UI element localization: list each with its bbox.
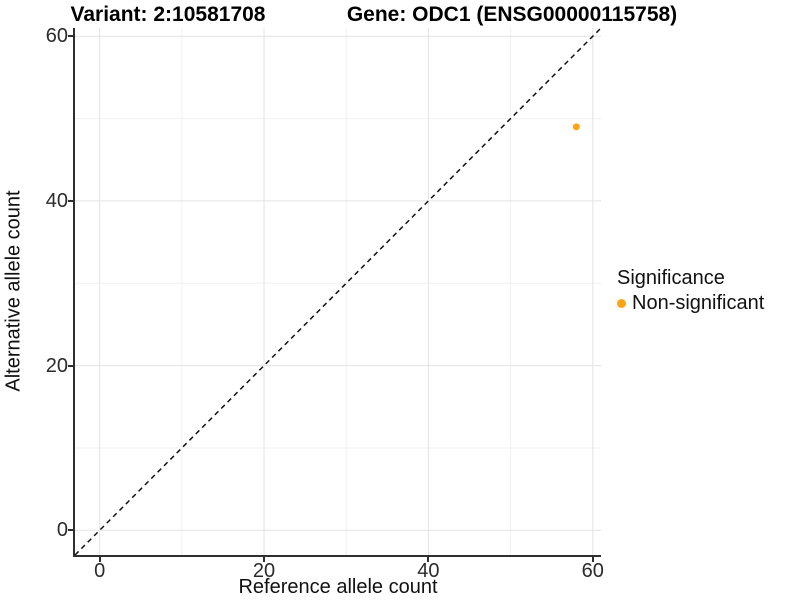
data-point <box>572 123 580 131</box>
x-tick-mark <box>427 557 430 562</box>
x-tick-label: 60 <box>581 560 604 582</box>
legend: Significance Non-significant <box>617 266 764 315</box>
y-tick-label: 40 <box>45 189 68 212</box>
plot-title-gene: Gene: ODC1 (ENSG00000115758) <box>346 3 678 26</box>
x-axis-label: Reference allele count <box>238 576 438 598</box>
diagonal-reference-line <box>75 28 601 555</box>
y-tick-mark <box>68 199 73 202</box>
plot-title-variant: Variant: 2:10581708 <box>70 3 266 26</box>
legend-item-label: Non-significant <box>632 292 765 314</box>
plot-panel <box>75 28 601 555</box>
x-tick-label: 20 <box>252 560 276 582</box>
x-tick-mark <box>98 557 101 562</box>
y-tick-mark <box>68 35 73 38</box>
y-tick-label: 20 <box>45 354 68 377</box>
non-significant-dot-icon <box>617 298 626 308</box>
y-tick-label: 0 <box>56 519 68 542</box>
x-tick-mark <box>591 557 594 562</box>
y-tick-mark <box>68 364 73 367</box>
legend-title: Significance <box>617 267 725 289</box>
x-tick-mark <box>263 557 266 562</box>
x-tick-label: 0 <box>94 560 106 582</box>
legend-item-non-significant: Non-significant <box>617 291 764 315</box>
x-tick-label: 40 <box>417 560 440 582</box>
y-tick-label: 60 <box>45 25 68 48</box>
plot-panel-border <box>73 28 601 557</box>
y-tick-mark <box>68 529 73 532</box>
